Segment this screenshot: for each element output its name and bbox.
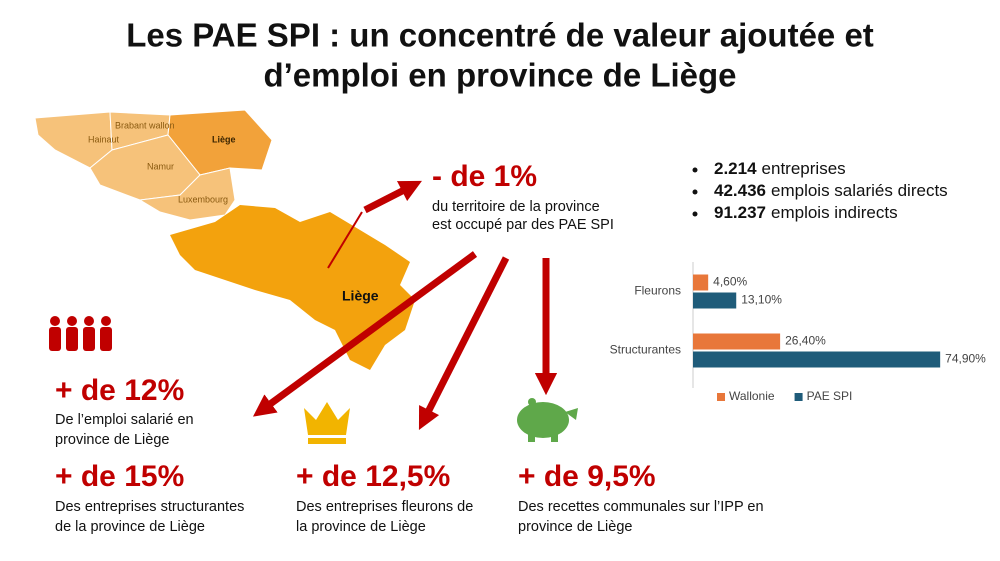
bullet-text: emplois salariés directs [771,181,948,200]
crown-icon [304,402,350,444]
value-label: 26,40% [785,334,826,348]
wallonia-map [34,109,273,221]
bar [693,292,737,309]
bar-chart: Fleurons 4,60% 13,10% Structurantes 26,40% 74… [610,262,986,403]
stat-text: de la province de Liège [55,519,205,535]
legend-swatch [794,393,803,401]
stat-text: province de Liège [55,432,169,448]
bullet: 42.436 emplois salariés directs [714,181,948,200]
stat-text: Des entreprises fleurons de [296,499,473,515]
arrows [252,180,558,430]
stat-text: province de Liège [518,519,632,535]
stat-text: Des recettes communales sur l’IPP en [518,499,764,515]
stat-text: la province de Liège [296,519,426,535]
bullet-number: 2.214 [714,159,757,178]
bar [693,351,941,368]
bullet: 2.214 entreprises [714,159,846,178]
stat-value: - de 1% [432,160,537,193]
piggy-icon [517,398,578,442]
stat-value: + de 12% [55,374,184,407]
people-icon [49,316,112,351]
title-line: d’emploi en province de Liège [263,57,736,94]
bar [693,333,781,350]
map-label: Brabant wallon [115,120,175,130]
map-label: Namur [147,161,174,171]
stat-text: est occupé par des PAE SPI [432,217,614,233]
legend-swatch [717,393,725,401]
stat-text: De l’emploi salarié en [55,412,194,428]
province-map [170,205,415,370]
map-label: Liège [342,288,379,304]
y-tick-label: Fleurons [634,284,681,298]
value-label: 4,60% [713,275,747,289]
legend-label: Wallonie [729,389,775,403]
stat-text: du territoire de la province [432,199,600,215]
value-label: 74,90% [945,352,986,366]
stat-value: + de 12,5% [296,460,450,493]
bullet: 91.237 emplois indirects [714,203,898,222]
title-line: Les PAE SPI : un concentré de valeur ajo… [126,17,874,54]
map-label: Hainaut [88,134,120,144]
bullets: 2.214 entreprises 42.436 emplois salariés … [692,159,948,222]
legend-label: PAE SPI [807,389,853,403]
bar [693,274,709,291]
map-label: Luxembourg [178,194,228,204]
stat-value: + de 15% [55,460,184,493]
bullet-text: entreprises [762,159,846,178]
value-label: 13,10% [741,293,782,307]
map-label: Liège [212,134,236,144]
y-tick-label: Structurantes [610,343,681,357]
bullet-number: 42.436 [714,181,766,200]
stat-value: + de 9,5% [518,460,656,493]
bullet-number: 91.237 [714,203,766,222]
stat-text: Des entreprises structurantes [55,499,244,515]
bullet-text: emplois indirects [771,203,898,222]
